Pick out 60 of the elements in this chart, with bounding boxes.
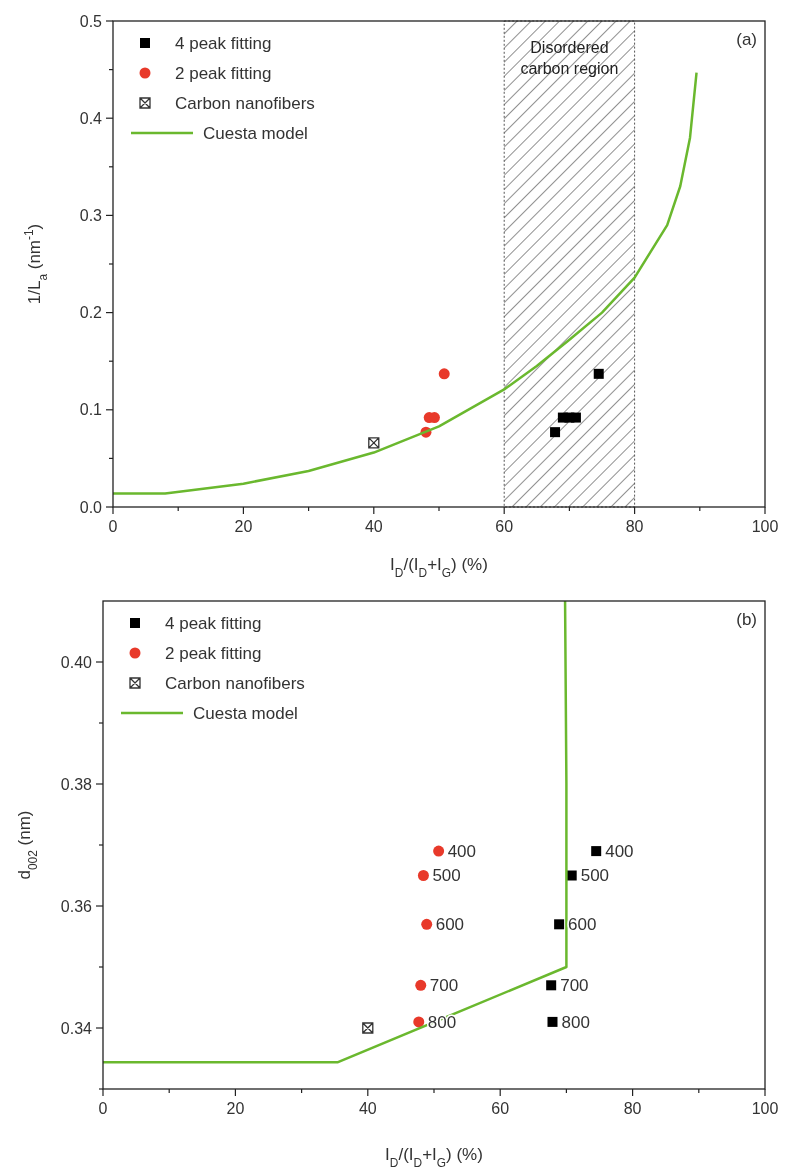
annotation: 400 <box>447 842 477 862</box>
legend-label: 4 peak fitting <box>175 33 272 53</box>
x-tick-label: 20 <box>226 1100 245 1117</box>
x-tick-label: 0 <box>98 1100 108 1117</box>
y-tick-label: 0.38 <box>60 775 93 793</box>
y-tick-label: 0.2 <box>79 304 103 322</box>
y-tick-label: 0.1 <box>79 401 103 419</box>
point <box>570 412 581 423</box>
legend-label: Carbon nanofibers <box>175 93 315 113</box>
point <box>566 870 577 881</box>
band-label: Disordered carbon region <box>520 39 619 77</box>
x-tick-label: 40 <box>364 518 383 535</box>
point <box>438 368 450 380</box>
legend-label: 4 peak fitting <box>165 613 262 633</box>
x-tick-label: 20 <box>234 518 253 535</box>
annotation: (a) <box>736 30 757 49</box>
annotation: (b) <box>736 610 757 629</box>
annotation: 700 <box>560 976 589 996</box>
point <box>550 427 561 438</box>
point <box>554 919 565 930</box>
annotation: 400 <box>605 842 634 862</box>
y-tick-label: 0.0 <box>79 498 103 516</box>
y-tick-label: 0.34 <box>60 1019 93 1037</box>
x-tick-label: 80 <box>625 518 644 535</box>
point <box>413 1016 425 1028</box>
x-tick-label: 60 <box>495 518 514 535</box>
legend-label: 2 peak fitting <box>175 63 272 83</box>
x-tick-label: 60 <box>491 1100 510 1117</box>
point <box>417 870 429 881</box>
annotation: 500 <box>432 866 461 886</box>
x-tick-label: 0 <box>108 518 118 535</box>
point <box>368 437 380 449</box>
legend-label: 2 peak fitting <box>165 643 262 663</box>
legend-label: Cuesta model <box>193 703 298 723</box>
point <box>421 918 433 930</box>
annotation: 600 <box>435 915 465 935</box>
y-tick-label: 0.3 <box>79 207 103 224</box>
x-axis-title: I$_{D}$/(I$_{D}$+I$_{G}$) (%) <box>390 555 488 580</box>
y-tick-label: 0.4 <box>79 109 103 127</box>
x-axis-title: I$_{D}$/(I$_{D}$+I$_{G}$) (%) <box>385 1145 483 1170</box>
legend-label: Carbon nanofibers <box>165 673 305 693</box>
x-tick-label: 40 <box>358 1100 377 1117</box>
point <box>546 980 557 991</box>
annotation: 600 <box>568 915 597 935</box>
legend-label: Cuesta model <box>203 123 308 143</box>
point <box>433 845 445 857</box>
annotation: 500 <box>580 866 610 886</box>
annotation: 800 <box>561 1012 590 1032</box>
x-tick-label: 100 <box>751 518 779 535</box>
point <box>593 368 604 379</box>
y-tick-label: 0.36 <box>60 897 93 915</box>
x-tick-label: 80 <box>623 1100 642 1117</box>
point <box>415 979 427 991</box>
point <box>591 846 602 857</box>
point <box>547 1016 558 1027</box>
annotation: 700 <box>429 976 459 996</box>
x-tick-label: 100 <box>751 1100 779 1117</box>
point <box>362 1022 374 1034</box>
y-tick-label: 0.40 <box>60 653 93 671</box>
y-tick-label: 0.5 <box>79 12 103 30</box>
